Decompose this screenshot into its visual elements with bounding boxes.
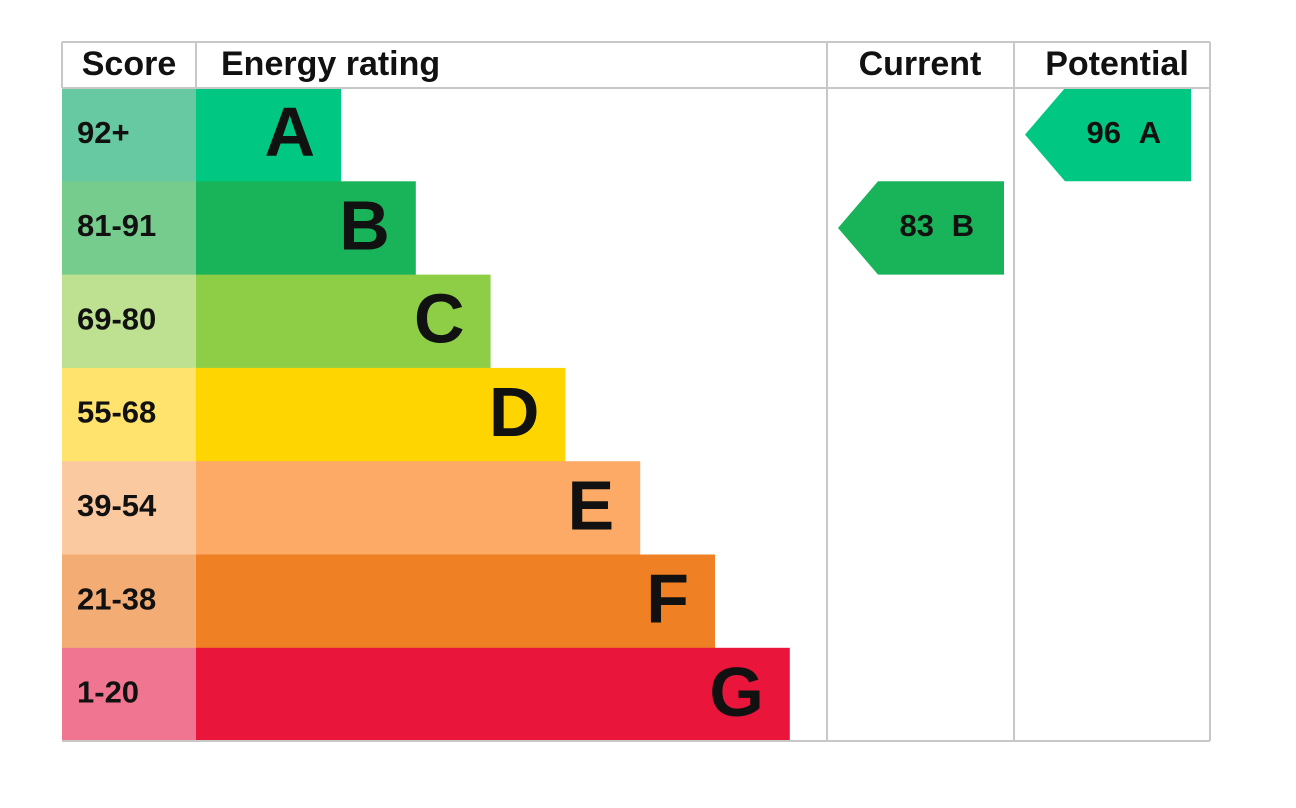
rating-letter: B [339,186,390,264]
score-cell [62,554,196,649]
potential-arrow [1025,88,1191,182]
rating-bar [196,274,491,369]
rating-letter: F [646,560,689,638]
score-cell [62,647,196,742]
header-rating: Energy rating [221,45,440,83]
rating-letter: C [414,280,465,358]
potential-value: 96 [1087,115,1121,150]
rating-bar [196,367,566,462]
rating-bar [196,88,341,182]
score-cell [62,274,196,369]
score-cell [62,367,196,462]
score-cell [62,461,196,555]
score-label: 21-38 [77,581,156,616]
rating-letter: A [264,93,315,171]
rating-letter: G [709,653,763,731]
score-label: 1-20 [77,675,139,710]
score-label: 81-91 [77,208,156,243]
potential-rating: A [1139,115,1161,150]
rating-bar [196,554,715,649]
score-cell [62,88,196,182]
score-label: 39-54 [77,488,157,523]
rating-letter: D [489,373,540,451]
score-label: 92+ [77,115,130,150]
score-cell [62,181,196,276]
current-rating: B [952,208,974,243]
rating-letter: E [567,466,614,544]
header-score: Score [82,45,177,83]
rating-bar [196,647,790,742]
score-label: 55-68 [77,395,156,430]
table-frame [61,41,1211,742]
header-potential: Potential [1045,45,1189,83]
rating-bar [196,461,641,555]
current-value: 83 [900,208,934,243]
header-current: Current [859,45,982,83]
score-label: 69-80 [77,301,156,336]
current-arrow [838,181,1004,275]
rating-bar [196,181,416,276]
